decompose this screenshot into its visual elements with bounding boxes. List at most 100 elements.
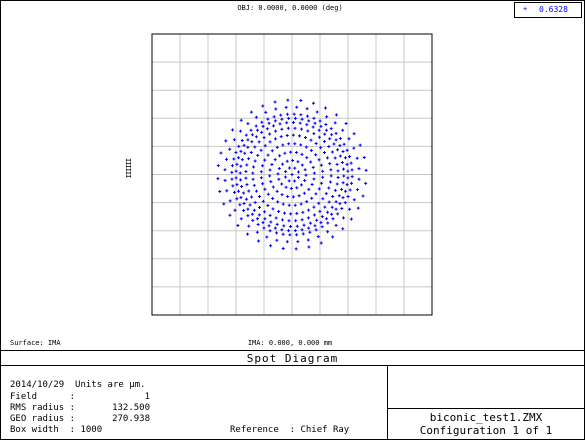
spot-point — [249, 110, 253, 114]
spot-point — [323, 132, 327, 136]
spot-point — [268, 140, 272, 144]
spot-point — [327, 186, 331, 190]
spot-point — [340, 206, 344, 210]
spot-point — [358, 143, 362, 147]
configuration: Configuration 1 of 1 — [419, 424, 553, 437]
spot-point — [333, 156, 337, 160]
spot-point — [273, 226, 277, 230]
spot-point — [305, 200, 309, 204]
spot-point — [295, 186, 299, 190]
spot-point — [254, 124, 258, 128]
spot-point — [266, 117, 270, 121]
spot-point — [319, 146, 323, 150]
spot-point — [237, 156, 241, 160]
spot-point — [281, 246, 285, 250]
spot-point — [262, 226, 266, 230]
spot-point — [291, 195, 295, 199]
spot-point — [324, 192, 328, 196]
spot-point — [319, 124, 323, 128]
spot-point — [252, 165, 256, 169]
spot-point — [336, 212, 340, 216]
spot-point — [328, 180, 332, 184]
spot-point — [318, 209, 322, 213]
spot-point — [299, 202, 303, 206]
spot-point — [309, 138, 313, 142]
spot-point — [280, 193, 284, 197]
spot-point — [311, 125, 315, 129]
spot-point — [235, 197, 239, 201]
spot-point — [253, 159, 257, 163]
spot-point — [250, 212, 254, 216]
spot-point — [283, 175, 287, 179]
wavelength-value: 0.6328 — [539, 5, 568, 14]
spot-point — [331, 217, 335, 221]
spot-point — [312, 132, 316, 136]
spot-point — [350, 168, 354, 172]
spot-point — [246, 138, 250, 142]
spot-point — [338, 143, 342, 147]
spot-point — [274, 216, 278, 220]
spot-point — [323, 205, 327, 209]
geo-radius-value: 270.938 — [112, 414, 150, 424]
spot-point — [291, 121, 295, 125]
spot-point — [341, 227, 345, 231]
spot-point — [272, 115, 276, 119]
spot-point — [261, 104, 265, 108]
spot-point — [263, 210, 267, 214]
spot-point — [233, 190, 236, 194]
spot-point — [238, 203, 242, 207]
spot-point — [317, 128, 321, 132]
spot-point — [300, 163, 304, 167]
spot-point — [334, 131, 338, 135]
spot-point — [273, 100, 277, 104]
spot-point — [263, 217, 267, 221]
spot-point — [239, 118, 243, 122]
spot-point — [269, 180, 273, 184]
spot-point — [291, 158, 295, 162]
spot-point — [242, 208, 246, 212]
spot-point — [250, 195, 254, 199]
spot-point — [269, 220, 273, 224]
spot-point — [285, 159, 289, 163]
spot-point — [252, 183, 256, 187]
spot-point — [333, 121, 337, 125]
spot-point — [350, 181, 354, 185]
spot-point — [343, 156, 347, 160]
spot-point — [280, 228, 284, 232]
spot-point — [261, 199, 265, 203]
spot-point — [317, 201, 321, 205]
spot-point — [246, 214, 250, 218]
spot-point — [230, 164, 234, 168]
spot-point — [261, 124, 265, 128]
spot-point — [352, 146, 356, 150]
spot-point — [295, 105, 299, 109]
spot-point — [285, 240, 289, 244]
title-bottom-rule — [0, 365, 585, 366]
spot-point — [307, 119, 311, 123]
title-top-rule — [0, 350, 585, 351]
spot-point — [312, 213, 316, 217]
spot-point — [305, 107, 309, 111]
spot-point — [319, 221, 323, 225]
spot-point — [349, 217, 353, 221]
spot-point — [249, 128, 253, 132]
spot-point — [224, 139, 228, 143]
spot-point — [318, 119, 322, 123]
spot-point — [231, 128, 235, 132]
spot-point — [293, 126, 297, 130]
spot-point — [240, 139, 244, 143]
spot-point — [316, 235, 320, 239]
spot-point — [250, 133, 254, 137]
spot-point — [300, 152, 304, 156]
spot-point — [322, 139, 326, 143]
spot-point — [244, 197, 248, 201]
spot-point — [277, 167, 281, 171]
spot-point — [275, 145, 279, 149]
spot-point — [266, 192, 270, 196]
spot-point — [273, 158, 277, 162]
spot-point — [306, 216, 310, 220]
spot-point — [268, 174, 272, 178]
spot-point — [255, 230, 259, 234]
spot-point — [320, 225, 324, 229]
spot-point — [291, 133, 295, 137]
